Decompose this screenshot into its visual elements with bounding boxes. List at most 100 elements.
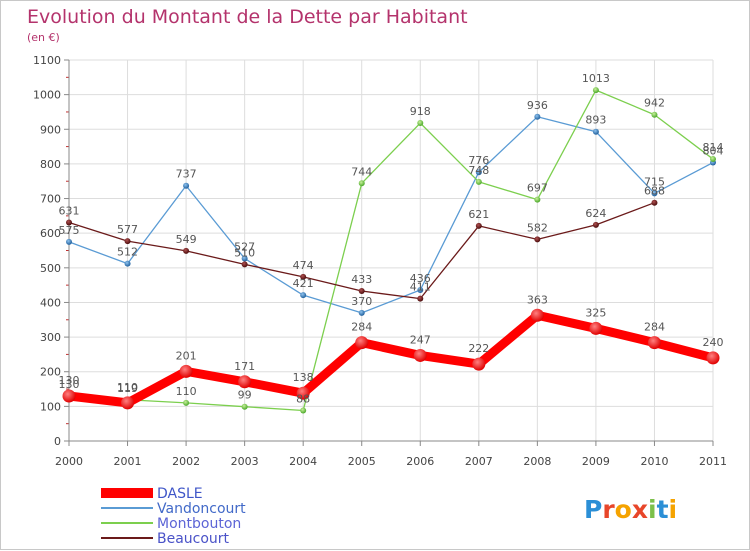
data-label-dasle: 363 [527, 293, 548, 306]
data-point-dasle [296, 386, 310, 400]
y-tick-label: 700 [40, 193, 61, 206]
data-point-montbouton [651, 111, 658, 118]
legend-swatch-dasle [101, 488, 153, 498]
data-label-beaucourt: 474 [293, 259, 314, 272]
logo-text: Proxiti [584, 495, 677, 524]
x-tick-label: 2009 [582, 455, 610, 468]
data-label-dasle: 325 [585, 306, 606, 319]
data-label-montbouton: 130 [59, 378, 80, 391]
data-label-montbouton: 744 [351, 165, 372, 178]
series-vandoncourt [66, 113, 716, 316]
data-label-vandoncourt: 575 [59, 224, 80, 237]
y-tick-label: 400 [40, 296, 61, 309]
data-point-dasle [62, 389, 76, 403]
data-label-vandoncourt: 936 [527, 99, 548, 112]
data-point-beaucourt [475, 222, 482, 229]
data-point-beaucourt [534, 236, 541, 243]
data-point-beaucourt [124, 238, 131, 245]
data-point-beaucourt [651, 199, 658, 206]
series-layer [62, 87, 720, 414]
data-point-dasle [179, 364, 193, 378]
y-tick-label: 1000 [33, 89, 61, 102]
data-point-vandoncourt [651, 190, 658, 197]
logo-letter: i [669, 495, 678, 524]
data-point-dasle [121, 396, 135, 410]
data-label-montbouton: 918 [410, 105, 431, 118]
data-point-montbouton [183, 399, 190, 406]
data-point-vandoncourt [534, 113, 541, 120]
data-point-montbouton [475, 178, 482, 185]
data-label-dasle: 247 [410, 333, 431, 346]
data-label-beaucourt: 624 [585, 207, 606, 220]
data-point-vandoncourt [358, 309, 365, 316]
y-tick-label: 100 [40, 400, 61, 413]
data-point-dasle [355, 336, 369, 350]
data-point-montbouton [358, 180, 365, 187]
data-point-vandoncourt [66, 238, 72, 245]
data-label-montbouton: 99 [238, 389, 252, 402]
data-label-beaucourt: 688 [644, 185, 665, 198]
data-label-vandoncourt: 527 [234, 240, 255, 253]
logo-letter: o [615, 495, 632, 524]
x-tick-label: 2008 [523, 455, 551, 468]
data-label-beaucourt: 621 [468, 208, 489, 221]
x-tick-label: 2007 [465, 455, 493, 468]
data-point-dasle [530, 308, 544, 322]
series-beaucourt [66, 199, 658, 302]
y-tick-label: 200 [40, 366, 61, 379]
data-point-montbouton [300, 407, 307, 414]
data-point-beaucourt [592, 221, 599, 228]
data-label-dasle: 130 [59, 374, 80, 387]
chart-title: Evolution du Montant de la Dette par Hab… [27, 6, 468, 28]
data-point-montbouton [417, 120, 424, 127]
series-line-vandoncourt [68, 116, 714, 314]
series-dasle [62, 308, 720, 410]
data-label-dasle: 201 [176, 349, 197, 362]
logo-letter: r [602, 495, 615, 524]
legend-label-vandoncourt: Vandoncourt [157, 501, 246, 517]
data-point-vandoncourt [592, 128, 599, 135]
data-label-montbouton: 748 [468, 164, 489, 177]
data-point-dasle [472, 357, 486, 371]
data-label-dasle: 284 [351, 321, 372, 334]
data-label-montbouton: 814 [703, 141, 724, 154]
data-label-dasle: 284 [644, 321, 665, 334]
data-label-vandoncourt: 804 [703, 145, 724, 158]
chart-subtitle: (en €) [27, 31, 60, 44]
data-label-montbouton: 119 [117, 382, 138, 395]
y-tick-label: 1100 [33, 54, 61, 67]
data-label-dasle: 110 [117, 381, 138, 394]
data-point-dasle [238, 375, 252, 389]
x-tick-label: 2001 [114, 455, 142, 468]
x-tick-label: 2003 [231, 455, 259, 468]
x-tick-label: 2002 [172, 455, 200, 468]
data-label-vandoncourt: 512 [117, 246, 138, 259]
logo-letter: x [632, 495, 648, 524]
data-point-beaucourt [241, 261, 248, 268]
data-label-beaucourt: 433 [351, 273, 372, 286]
x-tick-label: 2000 [55, 455, 83, 468]
data-label-dasle: 222 [468, 342, 489, 355]
legend-label-beaucourt: Beaucourt [157, 531, 230, 547]
data-label-beaucourt: 631 [59, 204, 80, 217]
data-point-montbouton [710, 156, 716, 163]
data-point-vandoncourt [183, 182, 190, 189]
y-tick-label: 0 [54, 435, 61, 448]
y-tick-label: 300 [40, 331, 61, 344]
data-label-vandoncourt: 737 [176, 168, 197, 181]
data-point-dasle [413, 348, 427, 362]
data-label-vandoncourt: 893 [585, 114, 606, 127]
data-point-montbouton [592, 87, 599, 94]
y-tick-label: 600 [40, 227, 61, 240]
data-point-vandoncourt [475, 169, 482, 176]
data-labels: 130 110 201 171 138 284 247 222 363 325 284 240 575 5… [59, 72, 724, 405]
x-tick-label: 2006 [406, 455, 434, 468]
data-point-dasle [647, 336, 661, 350]
logo-letter: t [657, 495, 669, 524]
data-point-dasle [706, 351, 720, 365]
logo-letter: i [648, 495, 657, 524]
data-label-dasle: 171 [234, 360, 255, 373]
